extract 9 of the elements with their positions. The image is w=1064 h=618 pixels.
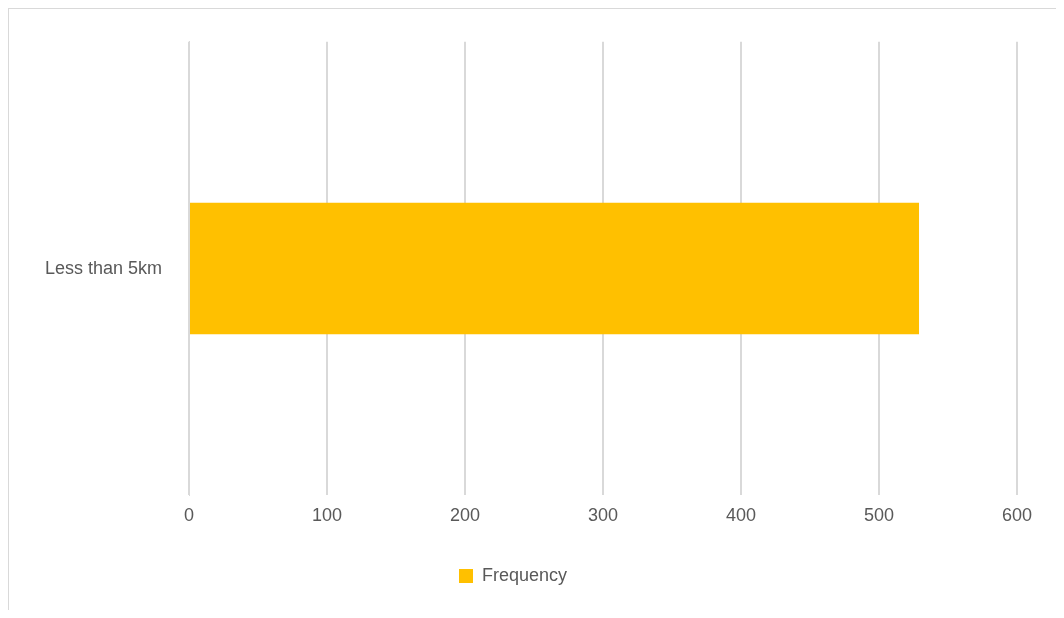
x-tick-label: 200 <box>449 505 481 526</box>
x-tick-label: 600 <box>1001 505 1033 526</box>
x-tick-label: 300 <box>587 505 619 526</box>
x-tick-label: 500 <box>863 505 895 526</box>
x-tick-label: 400 <box>725 505 757 526</box>
legend-label: Frequency <box>481 564 568 585</box>
x-tick-label: 0 <box>183 505 195 526</box>
y-tick-label: Less than 5km <box>44 257 162 278</box>
x-tick-label: 100 <box>311 505 343 526</box>
